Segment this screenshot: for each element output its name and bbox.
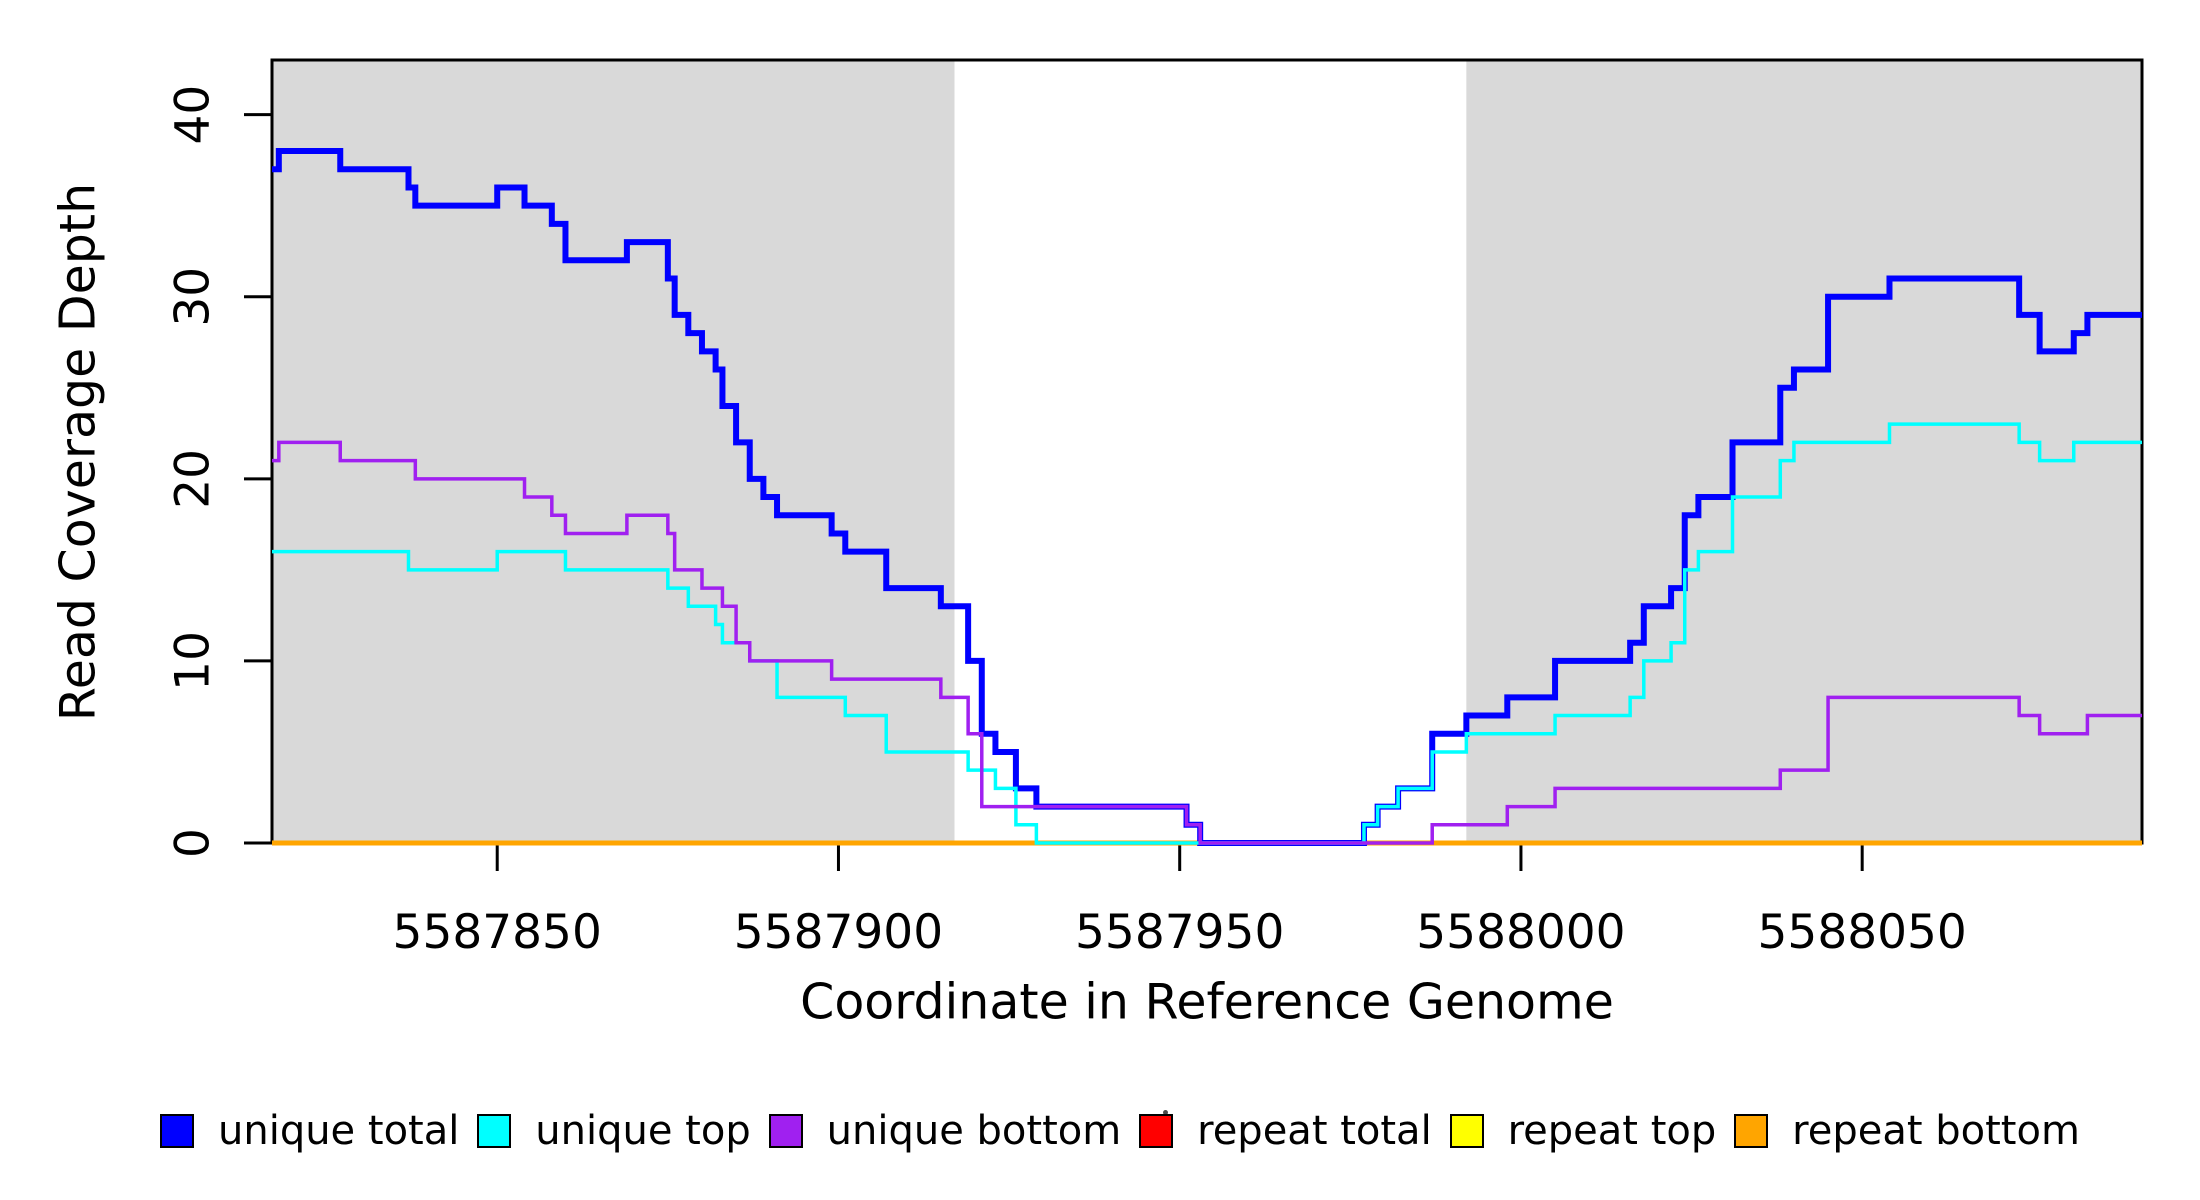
y-tick-label: 40	[166, 85, 221, 145]
legend-swatch-unique-top	[477, 1114, 512, 1148]
legend-swatch-unique-total	[160, 1114, 194, 1148]
legend-item-unique-bottom: unique bottom	[768, 1108, 1122, 1154]
x-tick-label: 5587950	[1075, 905, 1284, 960]
legend-label: repeat total	[1197, 1108, 1432, 1154]
stray-dot	[1163, 1110, 1168, 1115]
series-unique-bottom	[272, 440, 2142, 845]
series-unique-total	[272, 148, 2142, 846]
legend-label: unique top	[535, 1108, 751, 1154]
legend-swatch-repeat-bottom	[1734, 1114, 1769, 1148]
series-unique-top	[272, 422, 2142, 845]
legend-item-repeat-bottom: repeat bottom	[1734, 1108, 2080, 1154]
x-tick-label: 5588050	[1758, 905, 1967, 960]
legend-item-unique-top: unique top	[477, 1108, 751, 1154]
legend-label: unique bottom	[826, 1108, 1122, 1154]
x-tick-label: 5587850	[393, 905, 602, 960]
y-tick-label: 0	[166, 828, 221, 858]
y-tick-label: 30	[166, 267, 221, 327]
x-axis-title: Coordinate in Reference Genome	[800, 973, 1614, 1031]
x-tick-label: 5588000	[1416, 905, 1625, 960]
legend-label: repeat bottom	[1792, 1108, 2080, 1154]
legend-item-unique-total: unique total	[160, 1108, 459, 1154]
shaded-region-2	[1466, 60, 2142, 843]
legend: unique total unique top unique bottom repea…	[160, 1108, 2080, 1154]
legend-item-repeat-total: repeat total	[1139, 1108, 1432, 1154]
legend-swatch-repeat-top	[1449, 1114, 1484, 1148]
legend-item-repeat-top: repeat top	[1449, 1108, 1717, 1154]
legend-swatch-unique-bottom	[768, 1114, 803, 1148]
y-tick-label: 10	[166, 631, 221, 691]
y-axis-title: Read Coverage Depth	[49, 182, 107, 722]
legend-swatch-repeat-total	[1139, 1114, 1174, 1148]
shaded-region-1	[272, 60, 955, 843]
x-tick-label: 5587900	[734, 905, 943, 960]
legend-label: unique total	[218, 1108, 460, 1154]
legend-label: repeat top	[1507, 1108, 1717, 1154]
y-tick-label: 20	[166, 449, 221, 509]
